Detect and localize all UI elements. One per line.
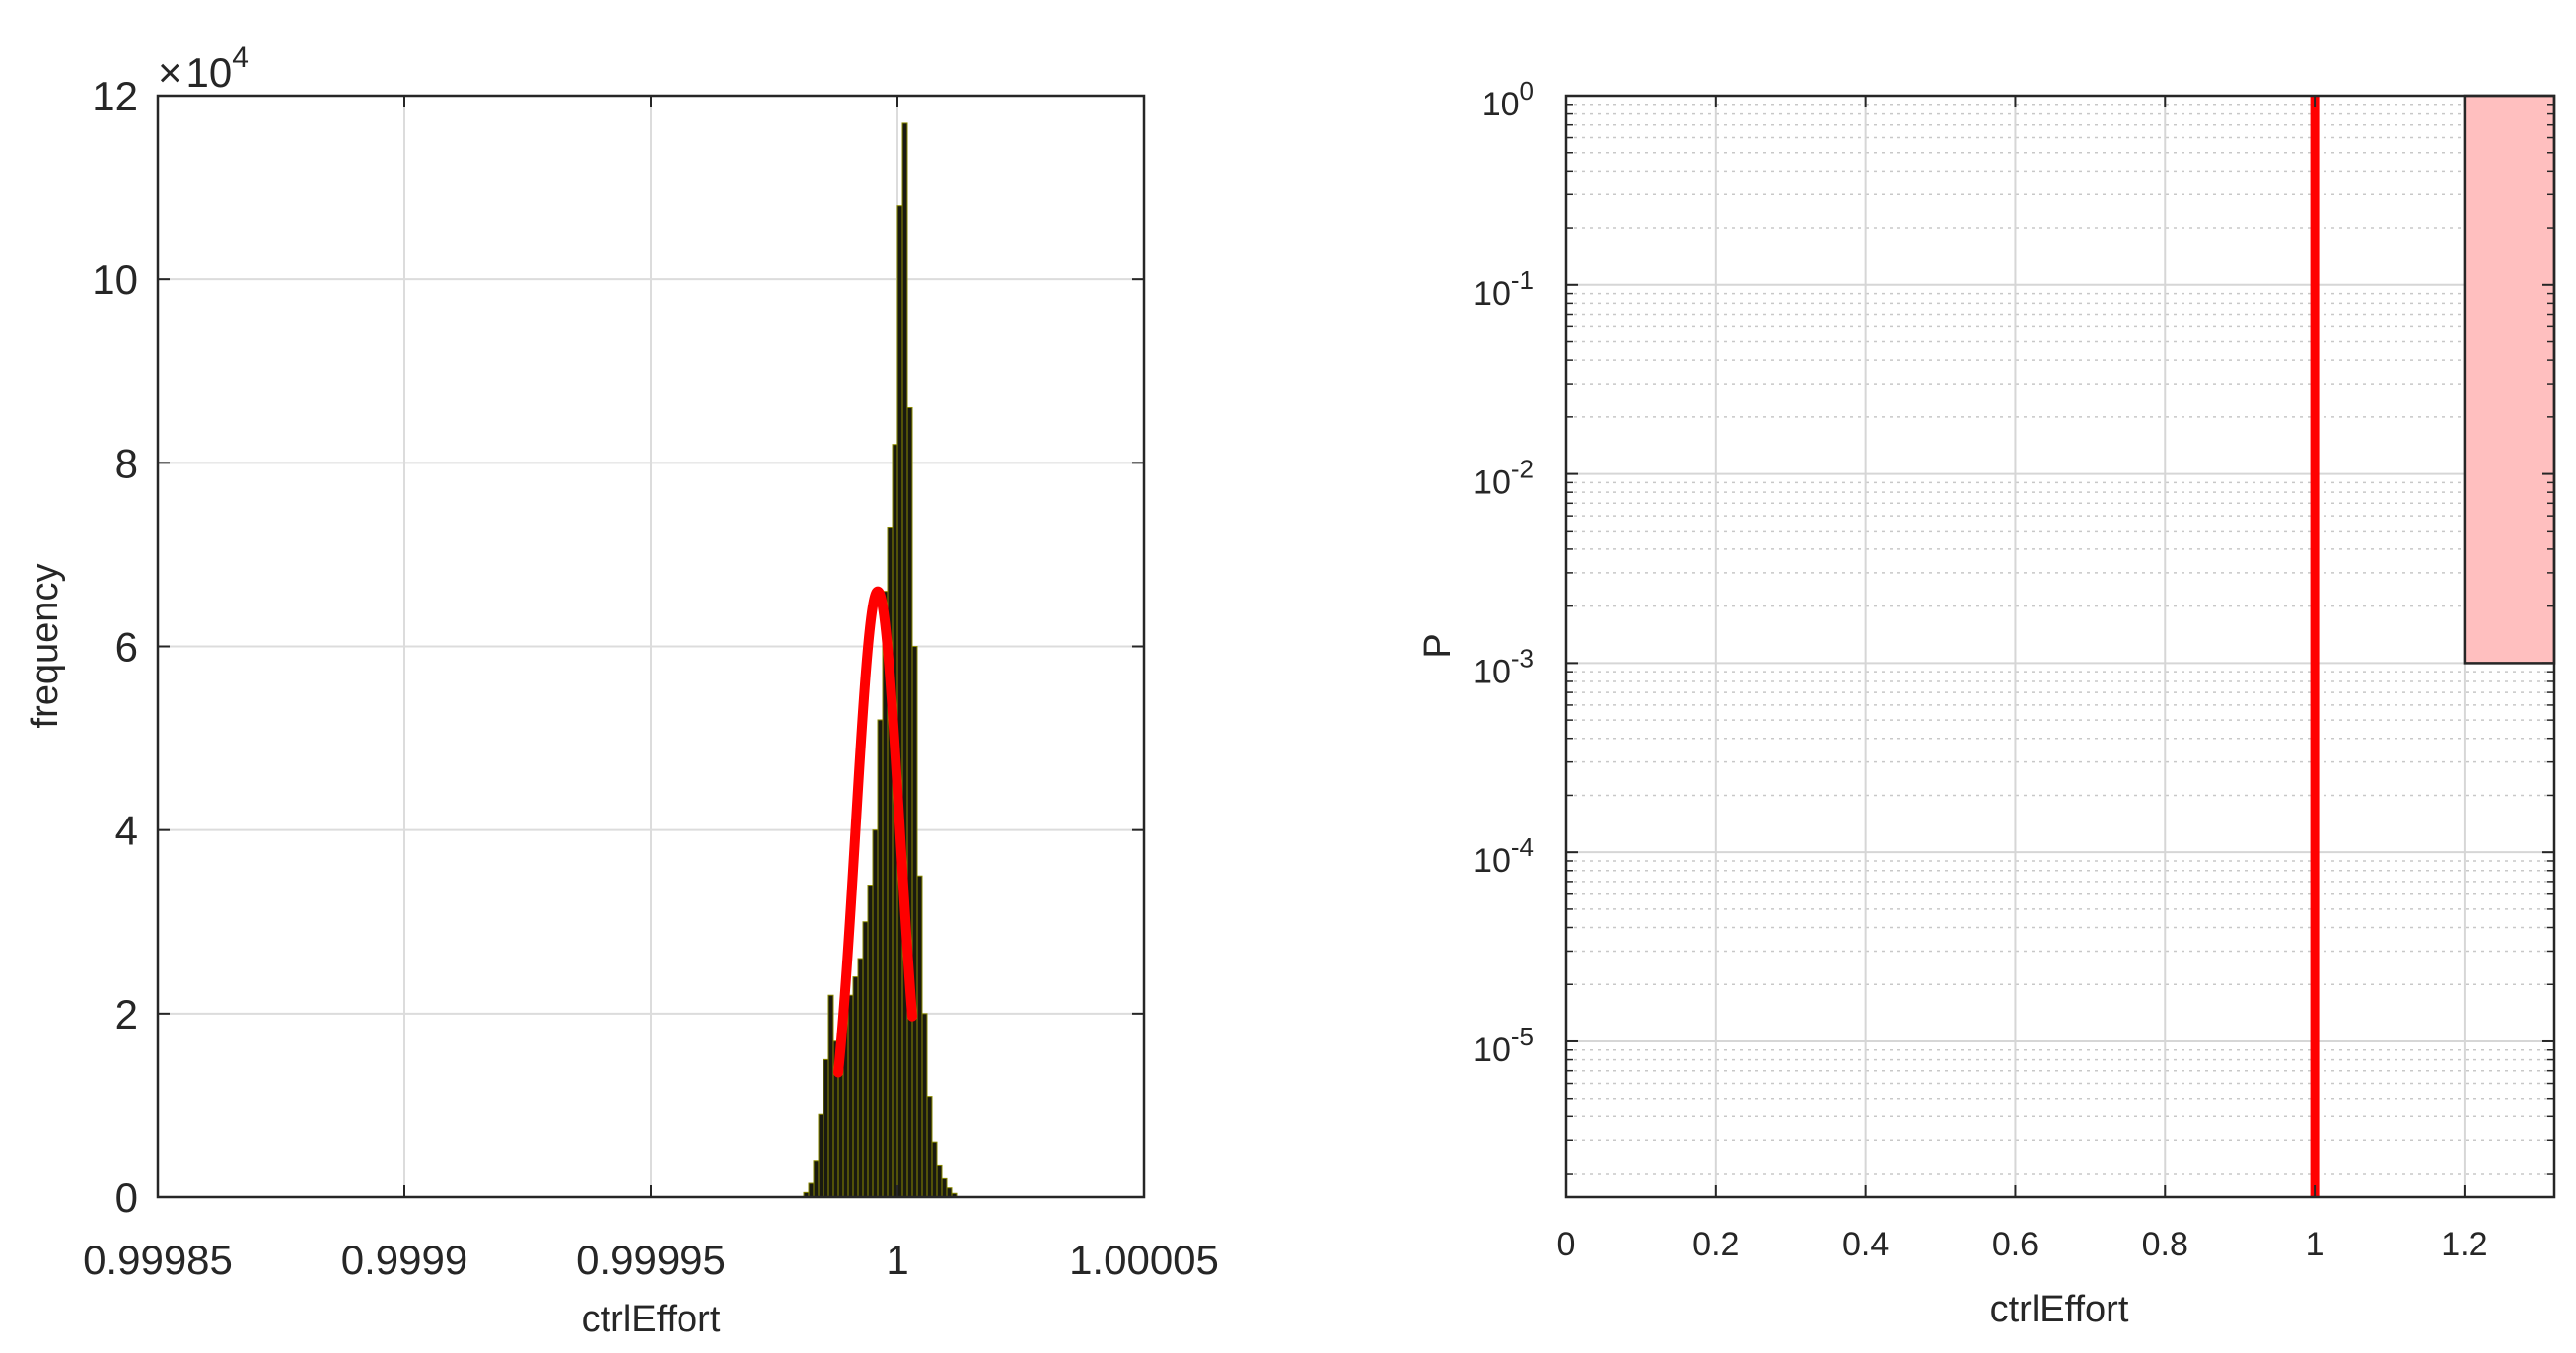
histogram-y-tick-label: 6 — [115, 624, 138, 671]
y-axis-multiplier: ×104 — [158, 41, 249, 96]
histogram-bar — [941, 1177, 948, 1198]
probability-y-tick-label: 10-4 — [1473, 832, 1534, 880]
histogram-x-axis-label: ctrlEffort — [582, 1299, 721, 1340]
probability-y-tick-label: 10-1 — [1473, 265, 1534, 313]
histogram-y-tick-label: 8 — [115, 440, 138, 486]
probability-y-tick-label: 10-3 — [1473, 643, 1534, 690]
histogram-bar — [916, 875, 923, 1198]
histogram-y-tick-labels: 0 2 4 6 8 10 12 — [92, 73, 138, 1221]
probability-tick-marks — [1565, 95, 2554, 1197]
histogram-bar — [872, 829, 879, 1198]
histogram-bar — [867, 885, 874, 1198]
probability-panel: 0 0.2 0.4 0.6 0.8 1 1.2 10-510-410-310-210-110… — [1417, 76, 2556, 1330]
histogram-bar — [877, 719, 884, 1198]
probability-y-tick-label-exponent: -3 — [1511, 643, 1534, 673]
histogram-bar — [852, 976, 859, 1198]
probability-y-tick-label: 10-2 — [1473, 455, 1534, 502]
threshold-region — [2463, 94, 2556, 665]
probability-y-tick-label: 100 — [1482, 76, 1534, 123]
probability-x-axis-label: ctrlEffort — [1990, 1289, 2129, 1330]
histogram-y-tick-label: 12 — [92, 73, 138, 119]
gaussian-fit-curve — [833, 586, 917, 1078]
histogram-tick-marks — [157, 95, 1145, 1198]
probability-y-tick-label-base: 10 — [1473, 275, 1511, 313]
probability-y-tick-label-base: 10 — [1473, 842, 1511, 880]
histogram-x-tick-label: 0.99985 — [83, 1237, 233, 1283]
probability-x-tick-label: 1.2 — [2441, 1226, 2487, 1263]
histogram-x-tick-labels: 0.99985 0.9999 0.99995 1 1.00005 — [83, 1237, 1219, 1283]
probability-y-tick-label: 10-5 — [1473, 1022, 1534, 1069]
probability-x-tick-label: 0.2 — [1692, 1226, 1739, 1263]
histogram-bar — [931, 1141, 938, 1198]
histogram-bar — [911, 646, 918, 1198]
histogram-bar — [813, 1160, 820, 1198]
histogram-bar — [946, 1187, 953, 1198]
probability-x-tick-label: 0.6 — [1992, 1226, 2039, 1263]
histogram-bar — [896, 205, 903, 1198]
histogram-y-tick-label: 2 — [115, 991, 138, 1037]
histogram-x-tick-label: 1 — [886, 1237, 908, 1283]
probability-y-tick-label-base: 10 — [1482, 86, 1520, 123]
histogram-grid — [157, 95, 1145, 1198]
probability-x-tick-label: 0.4 — [1842, 1226, 1889, 1263]
histogram-bar — [901, 122, 908, 1198]
probability-x-tick-label: 1 — [2306, 1226, 2325, 1263]
histogram-bar — [906, 406, 913, 1198]
histogram-x-tick-label: 0.9999 — [341, 1237, 467, 1283]
probability-x-tick-label: 0 — [1557, 1226, 1576, 1263]
histogram-bar — [936, 1164, 943, 1198]
probability-axes-box — [1564, 94, 2556, 1199]
histogram-bar — [808, 1182, 815, 1198]
probability-grid — [1565, 95, 2554, 1197]
histogram-bar — [847, 994, 854, 1198]
histogram-y-tick-label: 0 — [115, 1175, 138, 1221]
probability-y-tick-label-base: 10 — [1473, 1032, 1511, 1069]
probability-y-tick-label-base: 10 — [1473, 653, 1511, 690]
histogram-bar — [926, 1096, 933, 1198]
probability-y-tick-label-exponent: -1 — [1511, 265, 1534, 295]
histogram-bar — [818, 1113, 824, 1198]
histogram-x-tick-label: 1.00005 — [1069, 1237, 1219, 1283]
probability-plot-area — [1566, 96, 2554, 1197]
probability-x-tick-labels: 0 0.2 0.4 0.6 0.8 1 1.2 — [1557, 1226, 2488, 1263]
histogram-bar — [857, 958, 864, 1198]
probability-x-tick-label: 0.8 — [2142, 1226, 2188, 1263]
histogram-y-axis-label: frequency — [25, 564, 66, 729]
histogram-bar — [862, 921, 869, 1198]
probability-y-tick-label-exponent: 0 — [1520, 76, 1534, 106]
probability-y-tick-label-exponent: -2 — [1511, 455, 1534, 484]
probability-y-axis-label: P — [1417, 633, 1459, 658]
probability-y-tick-label-exponent: -5 — [1511, 1022, 1534, 1051]
histogram-x-tick-label: 0.99995 — [576, 1237, 726, 1283]
histogram-bar — [823, 1058, 829, 1198]
probability-y-tick-label-base: 10 — [1473, 464, 1511, 502]
histogram-panel: 0.99985 0.9999 0.99995 1 1.00005 0 2 4 6 8 10 12 ×… — [25, 41, 1219, 1340]
histogram-y-tick-label: 4 — [115, 808, 138, 854]
histogram-bar — [827, 994, 834, 1198]
probability-y-tick-label-exponent: -4 — [1511, 832, 1534, 862]
histogram-y-tick-label: 10 — [92, 256, 138, 303]
histogram-bar — [921, 1013, 928, 1198]
